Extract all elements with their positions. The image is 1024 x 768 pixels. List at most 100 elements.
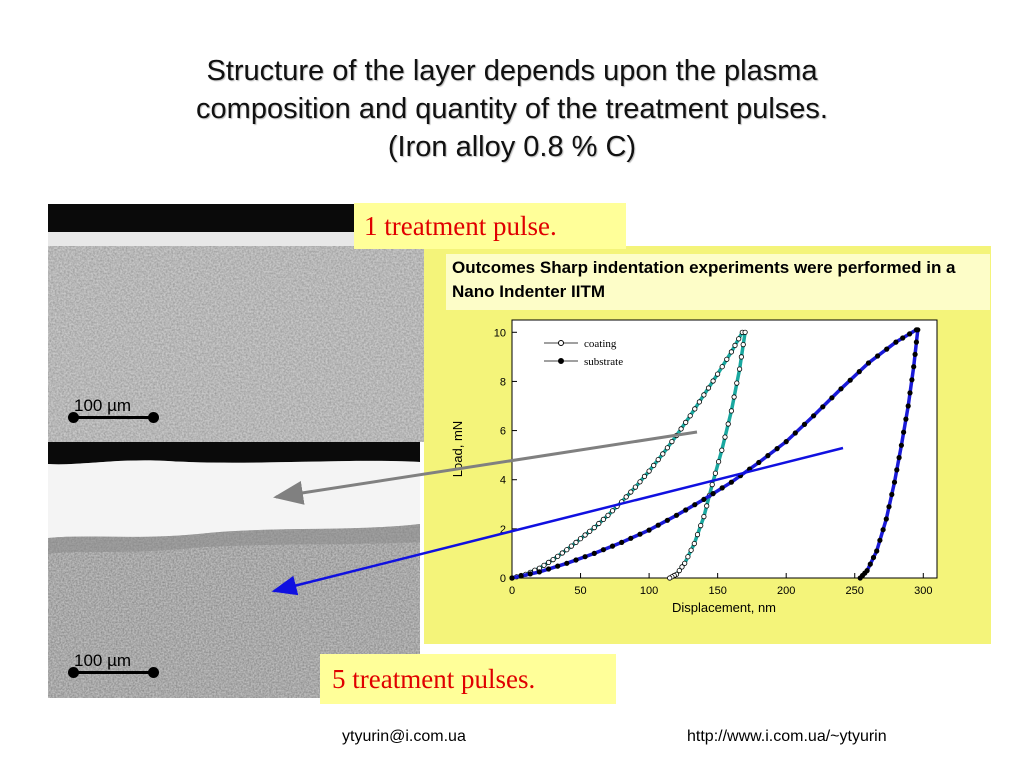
substrate-data-point xyxy=(915,327,921,333)
x-tick-label: 150 xyxy=(708,585,726,597)
coating-data-point xyxy=(691,541,697,547)
substrate-data-point xyxy=(692,502,698,508)
coating-data-point xyxy=(577,536,584,542)
substrate-data-point xyxy=(903,416,909,422)
substrate-data-point xyxy=(536,569,543,575)
coating-data-point xyxy=(719,364,725,370)
substrate-data-point xyxy=(894,467,900,473)
substrate-data-point xyxy=(719,485,725,491)
substrate-data-point xyxy=(909,377,915,383)
coating-data-point xyxy=(736,336,742,342)
substrate-data-point xyxy=(619,539,625,545)
substrate-data-point xyxy=(905,403,911,409)
coating-data-point xyxy=(740,341,746,348)
substrate-data-point xyxy=(591,550,597,556)
footer-url: http://www.i.com.ua/~ytyurin xyxy=(687,728,887,745)
substrate-data-point xyxy=(886,504,892,510)
substrate-data-point xyxy=(628,535,634,541)
y-axis-label: Load, mN xyxy=(450,421,465,477)
coating-data-point xyxy=(710,378,716,384)
substrate-data-point xyxy=(509,575,515,581)
substrate-data-point xyxy=(664,517,670,523)
substrate-data-point xyxy=(856,368,862,375)
substrate-data-point xyxy=(906,331,913,337)
title-line-1: Structure of the layer depends upon the … xyxy=(206,55,818,87)
y-tick-label: 10 xyxy=(494,327,506,339)
substrate-data-point xyxy=(518,573,524,579)
coating-data-point xyxy=(637,479,643,485)
coating-data-point xyxy=(732,342,738,349)
coating-data-point xyxy=(641,473,648,479)
coating-data-point xyxy=(704,503,710,509)
scale-bar-endpoint xyxy=(68,412,79,423)
coating-data-point xyxy=(685,554,691,560)
substrate-data-point xyxy=(600,547,606,553)
coating-data-point xyxy=(701,514,707,520)
substrate-data-point xyxy=(880,527,886,533)
coating-data-point xyxy=(564,547,570,553)
coating-data-point xyxy=(605,512,611,518)
coating-data-point xyxy=(568,543,574,549)
coating-data-point xyxy=(614,503,620,509)
substrate-data-point xyxy=(555,563,561,569)
coating-data-point xyxy=(646,468,652,474)
title-line-3: (Iron alloy 0.8 % C) xyxy=(387,131,637,163)
legend-marker xyxy=(558,340,564,346)
substrate-data-point xyxy=(737,473,744,479)
coating-data-point xyxy=(632,484,638,490)
coating-data-point xyxy=(587,528,593,534)
scale-bar-endpoint xyxy=(148,667,159,678)
scale-bar-bottom-label: 100 µm xyxy=(74,651,132,670)
label-5-pulses: 5 treatment pulses. xyxy=(320,654,616,704)
substrate-data-point xyxy=(646,527,652,533)
coating-data-point xyxy=(709,482,715,488)
slide-title: Structure of the layer depends upon the … xyxy=(0,52,1024,166)
coating-data-point xyxy=(701,392,707,398)
substrate-data-point xyxy=(913,339,919,345)
coating-data-point xyxy=(609,508,616,514)
x-tick-label: 100 xyxy=(640,585,658,597)
substrate-data-point xyxy=(810,413,817,419)
coating-data-point xyxy=(596,520,602,527)
x-tick-label: 50 xyxy=(574,585,586,597)
coating-data-point xyxy=(724,356,730,362)
substrate-data-point xyxy=(829,395,835,401)
coating-data-point xyxy=(669,439,675,445)
coating-data-point xyxy=(722,434,728,440)
substrate-data-point xyxy=(867,561,873,567)
legend-label: substrate xyxy=(584,356,623,368)
substrate-data-point xyxy=(527,571,533,577)
substrate-data-point xyxy=(847,377,853,383)
substrate-data-point xyxy=(701,496,707,502)
coating-data-point xyxy=(692,406,698,412)
coating-data-point xyxy=(736,366,743,372)
substrate-data-point xyxy=(896,455,902,461)
substrate-data-point xyxy=(820,404,826,410)
substrate-data-point xyxy=(637,531,643,537)
x-tick-label: 300 xyxy=(914,585,932,597)
x-tick-label: 0 xyxy=(509,585,515,597)
coating-data-point xyxy=(591,525,597,531)
substrate-data-point xyxy=(655,522,661,528)
coating-data-point xyxy=(623,494,629,500)
substrate-data-point xyxy=(883,516,889,522)
caption-text: Outcomes Sharp indentation experiments w… xyxy=(452,258,956,301)
coating-data-point xyxy=(698,523,704,529)
coating-data-point xyxy=(719,447,725,453)
coating-data-point xyxy=(582,532,588,538)
caption-box xyxy=(446,254,990,310)
substrate-data-point xyxy=(900,335,906,341)
x-axis-label: Displacement, nm xyxy=(672,600,776,615)
coating-data-point xyxy=(573,539,579,545)
substrate-data-point xyxy=(874,548,880,554)
substrate-data-point xyxy=(889,491,895,498)
substrate-data-point xyxy=(765,453,771,459)
coating-data-point xyxy=(694,532,701,538)
coating-data-point xyxy=(678,426,684,432)
scale-bar-line xyxy=(73,416,153,419)
substrate-data-point xyxy=(838,386,844,392)
scale-bar-top: 100 µm xyxy=(68,396,160,426)
substrate-data-point xyxy=(728,479,734,485)
coating-data-point xyxy=(667,575,673,581)
coating-data-point xyxy=(725,421,731,427)
